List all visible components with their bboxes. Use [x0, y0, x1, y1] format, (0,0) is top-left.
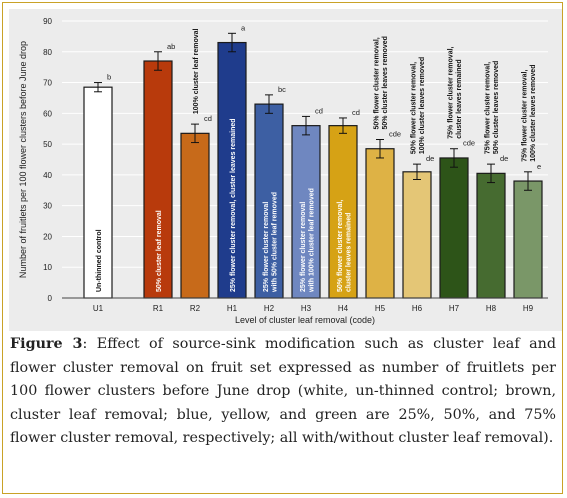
y-tick-label: 40 — [43, 171, 52, 180]
significance-letter: cd — [315, 106, 323, 115]
y-axis-label: Number of fruitlets per 100 flower clust… — [18, 41, 28, 278]
significance-letter: cd — [204, 114, 212, 123]
bar-annotation: 50% flower cluster removal, — [337, 200, 344, 292]
bar-h2 — [254, 103, 284, 299]
significance-letter: e — [537, 162, 541, 171]
caption-text: : Effect of source-sink modification suc… — [10, 336, 556, 447]
significance-letter: cde — [463, 139, 475, 148]
x-tick-label: H1 — [227, 304, 238, 313]
x-tick-label: U1 — [93, 304, 104, 313]
y-tick-label: 70 — [43, 79, 52, 88]
bar-annotation: 25% flower cluster removal — [300, 202, 307, 292]
y-tick-label: 0 — [48, 294, 53, 303]
bar-annotation: cluster leaves remained — [345, 213, 352, 292]
bar-annotation: 25% flower cluster removal — [263, 202, 270, 292]
x-tick-label: H4 — [338, 304, 349, 313]
x-tick-label: H5 — [375, 304, 386, 313]
x-tick-label: R1 — [153, 304, 164, 313]
bar-h5 — [365, 148, 395, 299]
bar-chart: 0 10 20 30 40 50 60 70 80 90 b Un-thinned control a… — [18, 17, 548, 325]
y-tick-label: 50 — [43, 140, 52, 149]
x-tick-label: H8 — [486, 304, 497, 313]
significance-letter: bc — [278, 85, 286, 94]
significance-letter: cde — [389, 129, 401, 138]
figure-label: Figure 3 — [10, 336, 83, 352]
bar-h4 — [328, 125, 358, 299]
y-tick-label: 20 — [43, 232, 52, 241]
y-tick-label: 10 — [43, 263, 52, 272]
bars: b Un-thinned control ab 50% cluster leaf re… — [83, 23, 543, 299]
bar-r2 — [180, 132, 210, 299]
bar-annotation: 75% flower cluster removal, — [522, 70, 529, 162]
bar-h8 — [476, 172, 506, 299]
x-axis-label: Level of cluster leaf removal (code) — [235, 315, 375, 325]
bar-h9 — [513, 180, 543, 299]
x-tick-label: H2 — [264, 304, 275, 313]
bar-annotation: 75% flower cluster removal, — [485, 62, 492, 154]
bar-annotation: 100% cluster leaves removed — [530, 65, 537, 162]
y-axis-ticks: 0 10 20 30 40 50 60 70 80 90 — [43, 17, 52, 303]
figure-caption: Figure 3: Effect of source-sink modifica… — [10, 333, 556, 451]
x-tick-label: R2 — [190, 304, 201, 313]
x-tick-label: H6 — [412, 304, 423, 313]
bar-annotation: 75% flower cluster removal, — [448, 46, 455, 138]
significance-letter: cd — [352, 108, 360, 117]
bar-annotation: with 50% cluster leaf removed — [271, 192, 278, 293]
y-tick-label: 30 — [43, 202, 52, 211]
y-tick-label: 90 — [43, 17, 52, 26]
x-tick-label: H7 — [449, 304, 460, 313]
bar-annotation: 50% cluster leaves removed — [382, 36, 389, 129]
x-axis-ticks: U1 R1 R2 H1 H2 H3 H4 H5 H6 H7 H8 H9 — [93, 304, 534, 313]
bar-annotation: Un-thinned control — [96, 229, 103, 292]
bar-annotation: 50% cluster leaf removal — [156, 210, 163, 292]
bar-annotation: cluster leaves remained — [456, 59, 463, 138]
x-tick-label: H9 — [523, 304, 534, 313]
significance-letter: de — [500, 154, 508, 163]
significance-letter: a — [241, 23, 246, 32]
significance-letter: ab — [167, 42, 175, 51]
y-tick-label: 80 — [43, 48, 52, 57]
bar-annotation: 50% cluster leaves removed — [493, 61, 500, 154]
significance-letter: de — [426, 154, 434, 163]
bar-h3 — [291, 125, 321, 299]
significance-letter: b — [107, 73, 111, 82]
y-tick-label: 60 — [43, 109, 52, 118]
bar-h6 — [402, 171, 432, 299]
bar-annotation: 50% flower cluster removal, — [411, 62, 418, 154]
x-tick-label: H3 — [301, 304, 312, 313]
bar-annotation: 100% cluster leaf removal — [193, 28, 200, 114]
bar-annotation: 50% flower cluster removal, — [374, 37, 381, 129]
bar-h7 — [439, 157, 469, 299]
bar-annotation: 100% cluster leaves removed — [419, 57, 426, 154]
bar-annotation: with 100% cluster leaf removed — [308, 188, 315, 293]
bar-annotation: 25% flower cluster removal, cluster leav… — [230, 118, 237, 292]
